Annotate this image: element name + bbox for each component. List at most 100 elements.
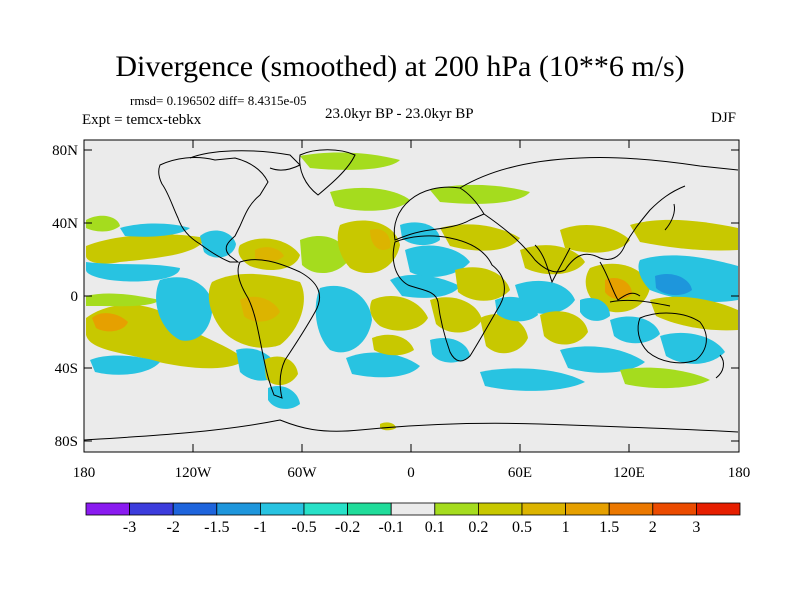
coastline	[534, 244, 571, 284]
colorbar-label: -3	[122, 519, 137, 536]
coastline	[599, 261, 641, 301]
colorbar-box	[608, 502, 654, 516]
contour-patch	[430, 184, 530, 204]
contour-patch	[86, 293, 160, 307]
contour-patch	[560, 346, 645, 373]
coastline	[637, 312, 707, 364]
coastline	[393, 186, 485, 241]
contour-patch	[610, 316, 660, 344]
contour-patch	[480, 314, 528, 354]
coastline	[715, 354, 724, 379]
contour-patch	[560, 225, 630, 253]
coastline	[459, 156, 739, 273]
coastline	[237, 259, 320, 399]
contour-patch	[520, 245, 585, 275]
coastline	[189, 150, 301, 171]
contour-patch	[405, 245, 470, 277]
y-tick-label: 80N	[52, 143, 78, 159]
colorbar-label: 0.5	[512, 519, 532, 536]
colorbar-box	[216, 502, 261, 516]
contour-patch	[455, 267, 510, 301]
divergence-contours	[86, 152, 738, 431]
colorbar-label: -0.5	[291, 519, 317, 536]
coastlines	[84, 149, 739, 441]
contour-patch	[380, 422, 396, 431]
contour-patch	[660, 332, 725, 364]
coastline	[664, 203, 675, 231]
colorbar-box	[259, 502, 305, 516]
contour-patch	[156, 277, 213, 341]
colorbar-box	[390, 502, 436, 516]
contour-patch	[300, 152, 400, 170]
x-tick-label: 0	[407, 465, 415, 481]
colorbar-label: 0.1	[424, 519, 445, 536]
colorbar-box	[696, 502, 741, 516]
colorbar-label: -1	[253, 519, 268, 536]
coastline	[299, 149, 356, 196]
contour-patch	[515, 280, 575, 314]
page-title: Divergence (smoothed) at 200 hPa (10**6 …	[115, 50, 685, 83]
colorbar-box	[129, 502, 174, 516]
colorbar	[85, 502, 741, 516]
y-tick-labels: 80N 40N 0 40S 80S	[52, 143, 78, 450]
x-tick-label: 60W	[287, 465, 317, 481]
contour-patch	[620, 367, 710, 389]
colorbar-box	[521, 502, 566, 516]
contour-patch	[430, 297, 482, 333]
colorbar-box	[652, 502, 697, 516]
contour-patch	[580, 297, 610, 321]
colorbar-label: 1	[561, 519, 570, 536]
season-label: DJF	[711, 110, 737, 126]
y-tick-label: 80S	[55, 434, 78, 450]
contour-patch	[650, 296, 738, 331]
contour-patch	[86, 262, 180, 282]
contour-patch	[430, 337, 470, 363]
colorbar-box	[172, 502, 218, 516]
colorbar-box	[347, 502, 392, 516]
contour-patch	[605, 277, 632, 300]
colorbar-box	[565, 502, 610, 516]
contour-patch	[346, 352, 420, 378]
coastline	[609, 299, 671, 307]
x-tick-label: 120E	[613, 465, 645, 481]
x-tick-label: 120W	[175, 465, 213, 481]
contour-patch	[630, 219, 738, 251]
contour-patch	[300, 236, 350, 274]
contour-patch	[86, 215, 120, 232]
contour-patch	[330, 187, 410, 211]
coastline	[158, 157, 269, 263]
y-tick-label: 40N	[52, 216, 78, 232]
colorbar-label: 2	[648, 519, 657, 536]
x-axis	[83, 140, 740, 452]
x-tick-labels: 180 120W 60W 0 60E 120E 180	[73, 465, 751, 481]
colorbar-box	[434, 502, 479, 516]
colorbar-label: 3	[692, 519, 701, 536]
coastline	[392, 235, 505, 362]
period-label: 23.0kyr BP - 23.0kyr BP	[325, 106, 474, 122]
colorbar-box	[477, 502, 523, 516]
colorbar-label: -1.5	[204, 519, 230, 536]
colorbar-label: -2	[166, 519, 180, 536]
contour-patch	[120, 223, 190, 237]
contour-patch	[268, 385, 300, 409]
colorbar-label: -0.2	[334, 519, 361, 536]
contour-patch	[92, 313, 128, 332]
coastline	[84, 419, 739, 441]
contour-patch	[655, 273, 692, 296]
contour-patch	[440, 224, 520, 251]
colorbar-label: -0.1	[378, 519, 404, 536]
colorbar-label: 1.5	[599, 519, 620, 536]
y-tick-label: 0	[71, 289, 79, 305]
contour-patch	[540, 311, 588, 345]
colorbar-box	[85, 502, 130, 516]
x-tick-label: 180	[728, 465, 751, 481]
colorbar-label: 0.2	[468, 519, 489, 536]
contour-patch	[86, 234, 205, 264]
contour-patch	[315, 285, 372, 353]
contour-patch	[400, 222, 440, 246]
colorbar-box	[303, 502, 348, 516]
y-tick-label: 40S	[55, 361, 78, 377]
experiment-label: Expt = temcx-tebkx	[82, 112, 202, 128]
contour-patch	[255, 247, 284, 262]
contour-patch	[370, 296, 428, 331]
